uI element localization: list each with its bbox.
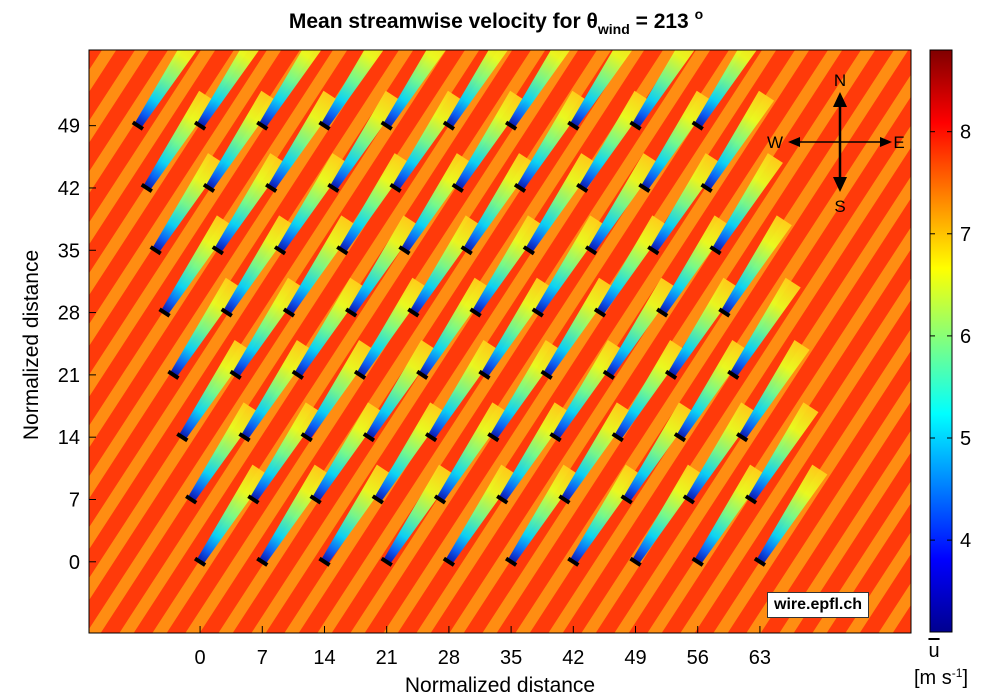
colorbar-tick-label: 6	[960, 326, 971, 348]
compass-w-label: W	[767, 133, 783, 152]
y-tick-label: 14	[58, 427, 80, 449]
credit-label: wire.epfl.ch	[767, 592, 869, 618]
y-tick-label: 49	[58, 116, 80, 138]
y-tick-label: 28	[58, 303, 80, 325]
colorbar-tick-label: 4	[960, 530, 971, 552]
colorbar-unit: u [m s-1]	[914, 640, 968, 689]
x-tick-label: 7	[257, 647, 268, 669]
x-tick-label: 14	[313, 647, 335, 669]
colorbar-unit-sup: -1	[952, 666, 963, 680]
compass-n-label: N	[834, 71, 846, 90]
colorbar-tick-label: 7	[960, 224, 971, 246]
x-tick-label: 49	[624, 647, 646, 669]
colorbar-tick-label: 5	[960, 428, 971, 450]
y-tick-label: 21	[58, 365, 80, 387]
x-tick-label: 56	[687, 647, 709, 669]
x-tick-label: 63	[749, 647, 771, 669]
colorbar-unit-close: ]	[962, 667, 968, 689]
x-tick-label: 42	[562, 647, 584, 669]
compass-s-label: S	[834, 197, 845, 216]
colorbar-symbol: u	[914, 640, 954, 662]
x-tick-label: 28	[438, 647, 460, 669]
y-tick-label: 0	[69, 552, 80, 574]
x-tick-label: 35	[500, 647, 522, 669]
y-tick-label: 35	[58, 240, 80, 262]
wake-band	[914, 0, 992, 640]
y-axis-label: Normalized distance	[20, 250, 43, 440]
colorbar-tick-label: 8	[960, 122, 971, 144]
compass-e-label: E	[893, 133, 904, 152]
wake-band	[980, 0, 992, 640]
x-tick-label: 0	[195, 647, 206, 669]
y-tick-label: 7	[69, 489, 80, 511]
x-axis-label: Normalized distance	[405, 674, 595, 697]
y-tick-label: 42	[58, 178, 80, 200]
x-tick-label: 21	[376, 647, 398, 669]
colorbar-unit-text: [m s	[914, 667, 952, 689]
colorbar	[930, 50, 952, 632]
